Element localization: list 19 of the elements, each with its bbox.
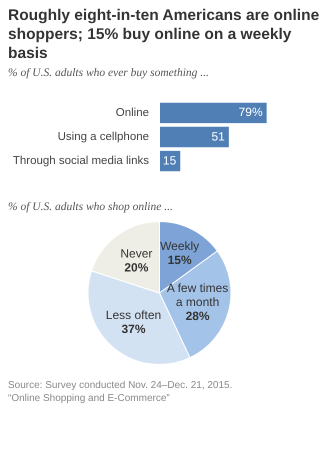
y-tick-label: Online — [116, 107, 149, 120]
data-label: 20% — [124, 260, 149, 274]
chart-subtitle: % of U.S. adults who shop online ... — [8, 201, 174, 213]
chart-subtitle: % of U.S. adults who ever buy something ... — [8, 67, 210, 79]
data-label: 51 — [211, 129, 226, 144]
slice-label: Less often — [106, 308, 162, 322]
data-label: 15% — [168, 252, 192, 267]
y-tick-label: Using a cellphone — [58, 131, 149, 144]
slice-label: Weekly — [160, 238, 200, 253]
y-tick-label: Through social media links — [12, 155, 150, 168]
chart-title: Roughly eight-in-ten Americans are online shoppers; 15% buy online on a weekly basis — [8, 6, 320, 63]
data-label: 37% — [121, 322, 146, 336]
data-label: 15 — [162, 153, 177, 168]
slice-label: Never — [120, 246, 152, 260]
text: “Online Shopping and E-Commerce” — [8, 392, 171, 405]
data-label: 79% — [238, 105, 263, 120]
source-note: Source: Survey conducted Nov. 24–Dec. 21, 2015. — [8, 379, 234, 392]
slice-label: A few times a month — [166, 281, 228, 310]
data-label: 28% — [186, 309, 210, 324]
